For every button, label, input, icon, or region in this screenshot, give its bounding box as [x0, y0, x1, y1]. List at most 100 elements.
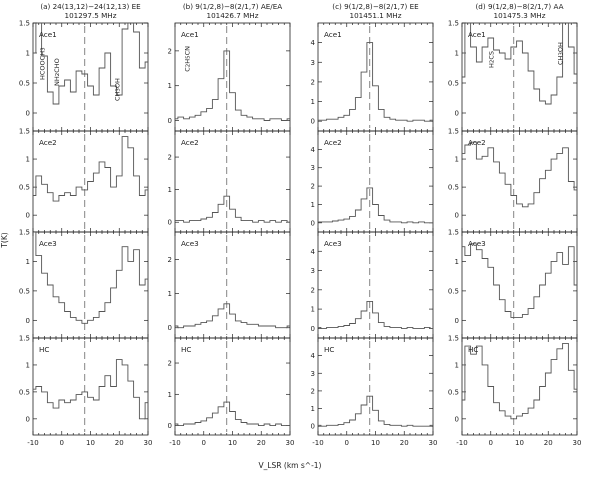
y-tick-label: 0 [455, 110, 459, 118]
x-tick-label: -10 [27, 439, 38, 447]
y-tick-label: 0 [311, 219, 315, 227]
spectrum-line [318, 42, 433, 122]
y-tick-label: 1 [26, 156, 30, 164]
x-tick-label: 30 [286, 439, 295, 447]
x-tick-label: -10 [169, 439, 180, 447]
panel-frame [174, 337, 291, 436]
y-tick-label: 1 [311, 201, 315, 209]
spectrum-line [462, 141, 577, 208]
panel-frame [32, 337, 149, 436]
spectrum-line [175, 303, 290, 329]
y-tick-label: 1.5 [448, 335, 459, 343]
row-label: HC [324, 345, 334, 354]
column-frequency: 101475.3 MHz [494, 11, 546, 20]
column-title: (b) 9(1/2,8)−8(2/1,7) AE/EA [183, 2, 282, 11]
y-tick-label: 0 [455, 212, 459, 220]
y-axis-label: T(K) [0, 232, 9, 248]
y-tick-label: 2 [168, 47, 172, 55]
y-tick-label: 3 [311, 59, 315, 67]
row-label: HC [39, 345, 49, 354]
x-tick-label: 30 [144, 439, 153, 447]
spectrum-line [318, 395, 433, 427]
column-title: (c) 9(1/2,8)−8(2/1,7) EE [332, 2, 419, 11]
row-label: Ace1 [39, 30, 57, 39]
molecule-annotation: CH3OH [557, 42, 565, 65]
y-tick-label: 4 [311, 352, 316, 360]
y-tick-label: 1.5 [19, 20, 30, 28]
row-label: HC [181, 345, 191, 354]
x-tick-label: 30 [429, 439, 438, 447]
spectrum-line [33, 359, 148, 420]
y-tick-label: 1 [168, 290, 172, 298]
x-tick-label: 20 [544, 439, 553, 447]
row-label: Ace1 [324, 30, 342, 39]
y-tick-label: 3 [311, 267, 315, 275]
y-tick-label: 0 [168, 324, 172, 332]
y-tick-label: 0 [455, 317, 459, 325]
y-tick-label: 1.5 [448, 128, 459, 136]
column-frequency: 101426.7 MHz [207, 11, 259, 20]
y-tick-label: 1.5 [448, 229, 459, 237]
panel-frame [317, 337, 434, 436]
x-tick-label: 0 [202, 439, 206, 447]
x-tick-label: 30 [573, 439, 582, 447]
column-frequency: 101297.5 MHz [65, 11, 117, 20]
row-label: Ace2 [181, 138, 199, 147]
row-label: Ace2 [324, 138, 342, 147]
y-tick-label: 0.5 [448, 287, 459, 295]
row-label: Ace2 [468, 138, 486, 147]
spectrum-line [175, 401, 290, 427]
x-tick-label: 20 [400, 439, 409, 447]
x-tick-label: 10 [228, 439, 237, 447]
x-tick-label: 0 [489, 439, 493, 447]
y-tick-label: 1.5 [448, 20, 459, 28]
panel-frame [32, 22, 149, 132]
molecule-annotation: C2H5CN [183, 46, 191, 72]
y-tick-label: 0.5 [19, 388, 30, 396]
y-tick-label: 1 [311, 98, 315, 106]
row-label: Ace1 [468, 30, 486, 39]
row-label: Ace3 [181, 239, 199, 248]
spectrum-line [175, 195, 290, 223]
y-tick-label: 1 [311, 405, 315, 413]
y-tick-label: 1 [455, 156, 459, 164]
y-tick-label: 0 [168, 219, 172, 227]
row-label: Ace3 [39, 239, 57, 248]
x-tick-label: 10 [86, 439, 95, 447]
spectrum-line [318, 187, 433, 224]
y-tick-label: 2 [311, 78, 315, 86]
y-tick-label: 0 [26, 212, 30, 220]
y-tick-label: 1.5 [19, 229, 30, 237]
spectrum-line [462, 342, 577, 420]
x-tick-label: -10 [456, 439, 467, 447]
y-tick-label: 3 [311, 370, 315, 378]
y-tick-label: 2 [311, 286, 315, 294]
y-tick-label: 0 [26, 317, 30, 325]
y-tick-label: 0 [311, 118, 315, 126]
y-tick-label: 4 [311, 39, 316, 47]
panel-frame [317, 22, 434, 132]
y-tick-label: 0 [311, 325, 315, 333]
y-tick-label: 1 [26, 361, 30, 369]
y-tick-label: 1 [455, 50, 459, 58]
y-tick-label: 0 [168, 117, 172, 125]
y-tick-label: 1 [168, 82, 172, 90]
y-tick-label: 0.5 [19, 80, 30, 88]
panel-frame [461, 337, 578, 436]
x-axis-label: V_LSR (km s^-1) [259, 461, 322, 470]
y-tick-label: 1 [455, 258, 459, 266]
y-tick-label: 0 [26, 415, 30, 423]
x-tick-label: 10 [515, 439, 524, 447]
y-tick-label: 1 [455, 361, 459, 369]
x-tick-label: 0 [345, 439, 349, 447]
spectrum-line [33, 23, 148, 105]
y-tick-label: 4 [311, 146, 316, 154]
y-tick-label: 2 [168, 154, 172, 162]
y-tick-label: 2 [311, 387, 315, 395]
spectrum-line [175, 50, 290, 121]
y-tick-label: 1 [168, 391, 172, 399]
y-tick-label: 3 [311, 164, 315, 172]
y-tick-label: 0.5 [448, 80, 459, 88]
row-label: HC [468, 345, 478, 354]
